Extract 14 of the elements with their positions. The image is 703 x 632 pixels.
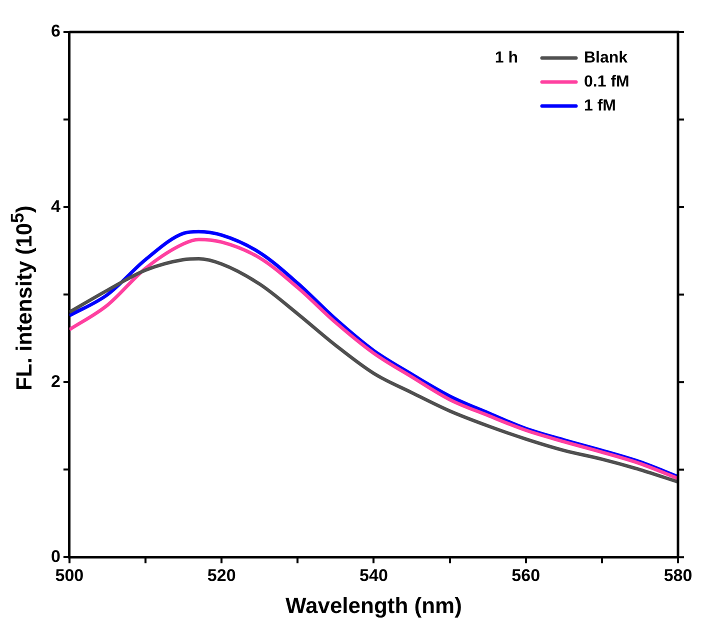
y-tick-label: 0 bbox=[50, 546, 60, 566]
legend-title: 1 h bbox=[494, 49, 518, 66]
legend-label: Blank bbox=[584, 49, 628, 66]
x-tick-label: 560 bbox=[512, 566, 540, 586]
y-tick-label: 4 bbox=[50, 196, 61, 216]
x-tick-label: 500 bbox=[55, 566, 84, 586]
legend-label: 1 fM bbox=[584, 97, 616, 114]
x-tick-label: 580 bbox=[664, 566, 692, 586]
y-tick-label: 6 bbox=[50, 22, 60, 41]
legend-label: 0.1 fM bbox=[584, 73, 630, 90]
x-axis-title: Wavelength (nm) bbox=[286, 592, 462, 618]
y-tick-label: 2 bbox=[50, 372, 60, 391]
x-tick-label: 540 bbox=[360, 566, 388, 586]
x-tick-label: 520 bbox=[207, 566, 236, 586]
